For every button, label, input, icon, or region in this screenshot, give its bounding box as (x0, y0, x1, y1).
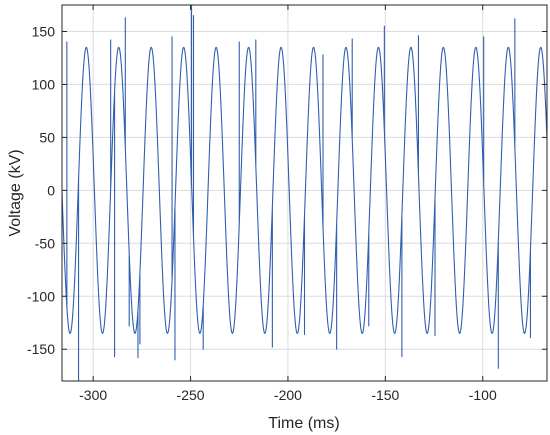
x-tick-label: -200 (274, 387, 302, 403)
x-axis-label: Time (ms) (268, 415, 339, 432)
y-tick-label: 0 (47, 182, 55, 198)
x-grid (92, 5, 484, 381)
y-ticks: -150 -100 -50 0 50 100 150 (27, 23, 547, 357)
voltage-series-line (62, 5, 547, 381)
plot-frame (61, 4, 548, 382)
series-layer (62, 5, 547, 381)
x-tick-label: -100 (469, 387, 497, 403)
x-tick-label: -150 (371, 387, 399, 403)
y-tick-label: 150 (32, 23, 56, 39)
x-tick-label: -300 (79, 387, 107, 403)
y-tick-label: 100 (32, 76, 56, 92)
y-tick-label: -100 (27, 288, 55, 304)
y-axis-label: Voltage (kV) (7, 149, 24, 236)
y-tick-label: -50 (35, 235, 55, 251)
x-tick-label: -250 (177, 387, 205, 403)
x-ticks: -300 -250 -200 -150 -100 (79, 5, 497, 403)
y-tick-label: -150 (27, 341, 55, 357)
y-tick-label: 50 (39, 129, 55, 145)
